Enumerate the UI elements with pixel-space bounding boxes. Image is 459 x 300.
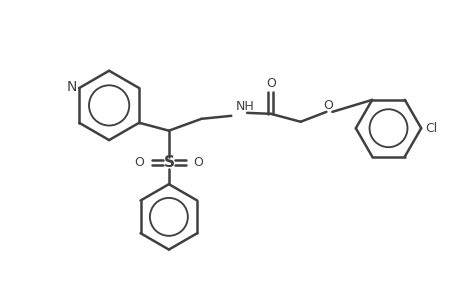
Text: O: O [323, 99, 333, 112]
Text: O: O [265, 76, 275, 90]
Text: NH: NH [235, 100, 253, 113]
Text: O: O [134, 156, 144, 169]
Text: Cl: Cl [424, 122, 437, 135]
Text: O: O [193, 156, 203, 169]
Text: N: N [67, 80, 77, 94]
Text: S: S [163, 155, 174, 170]
